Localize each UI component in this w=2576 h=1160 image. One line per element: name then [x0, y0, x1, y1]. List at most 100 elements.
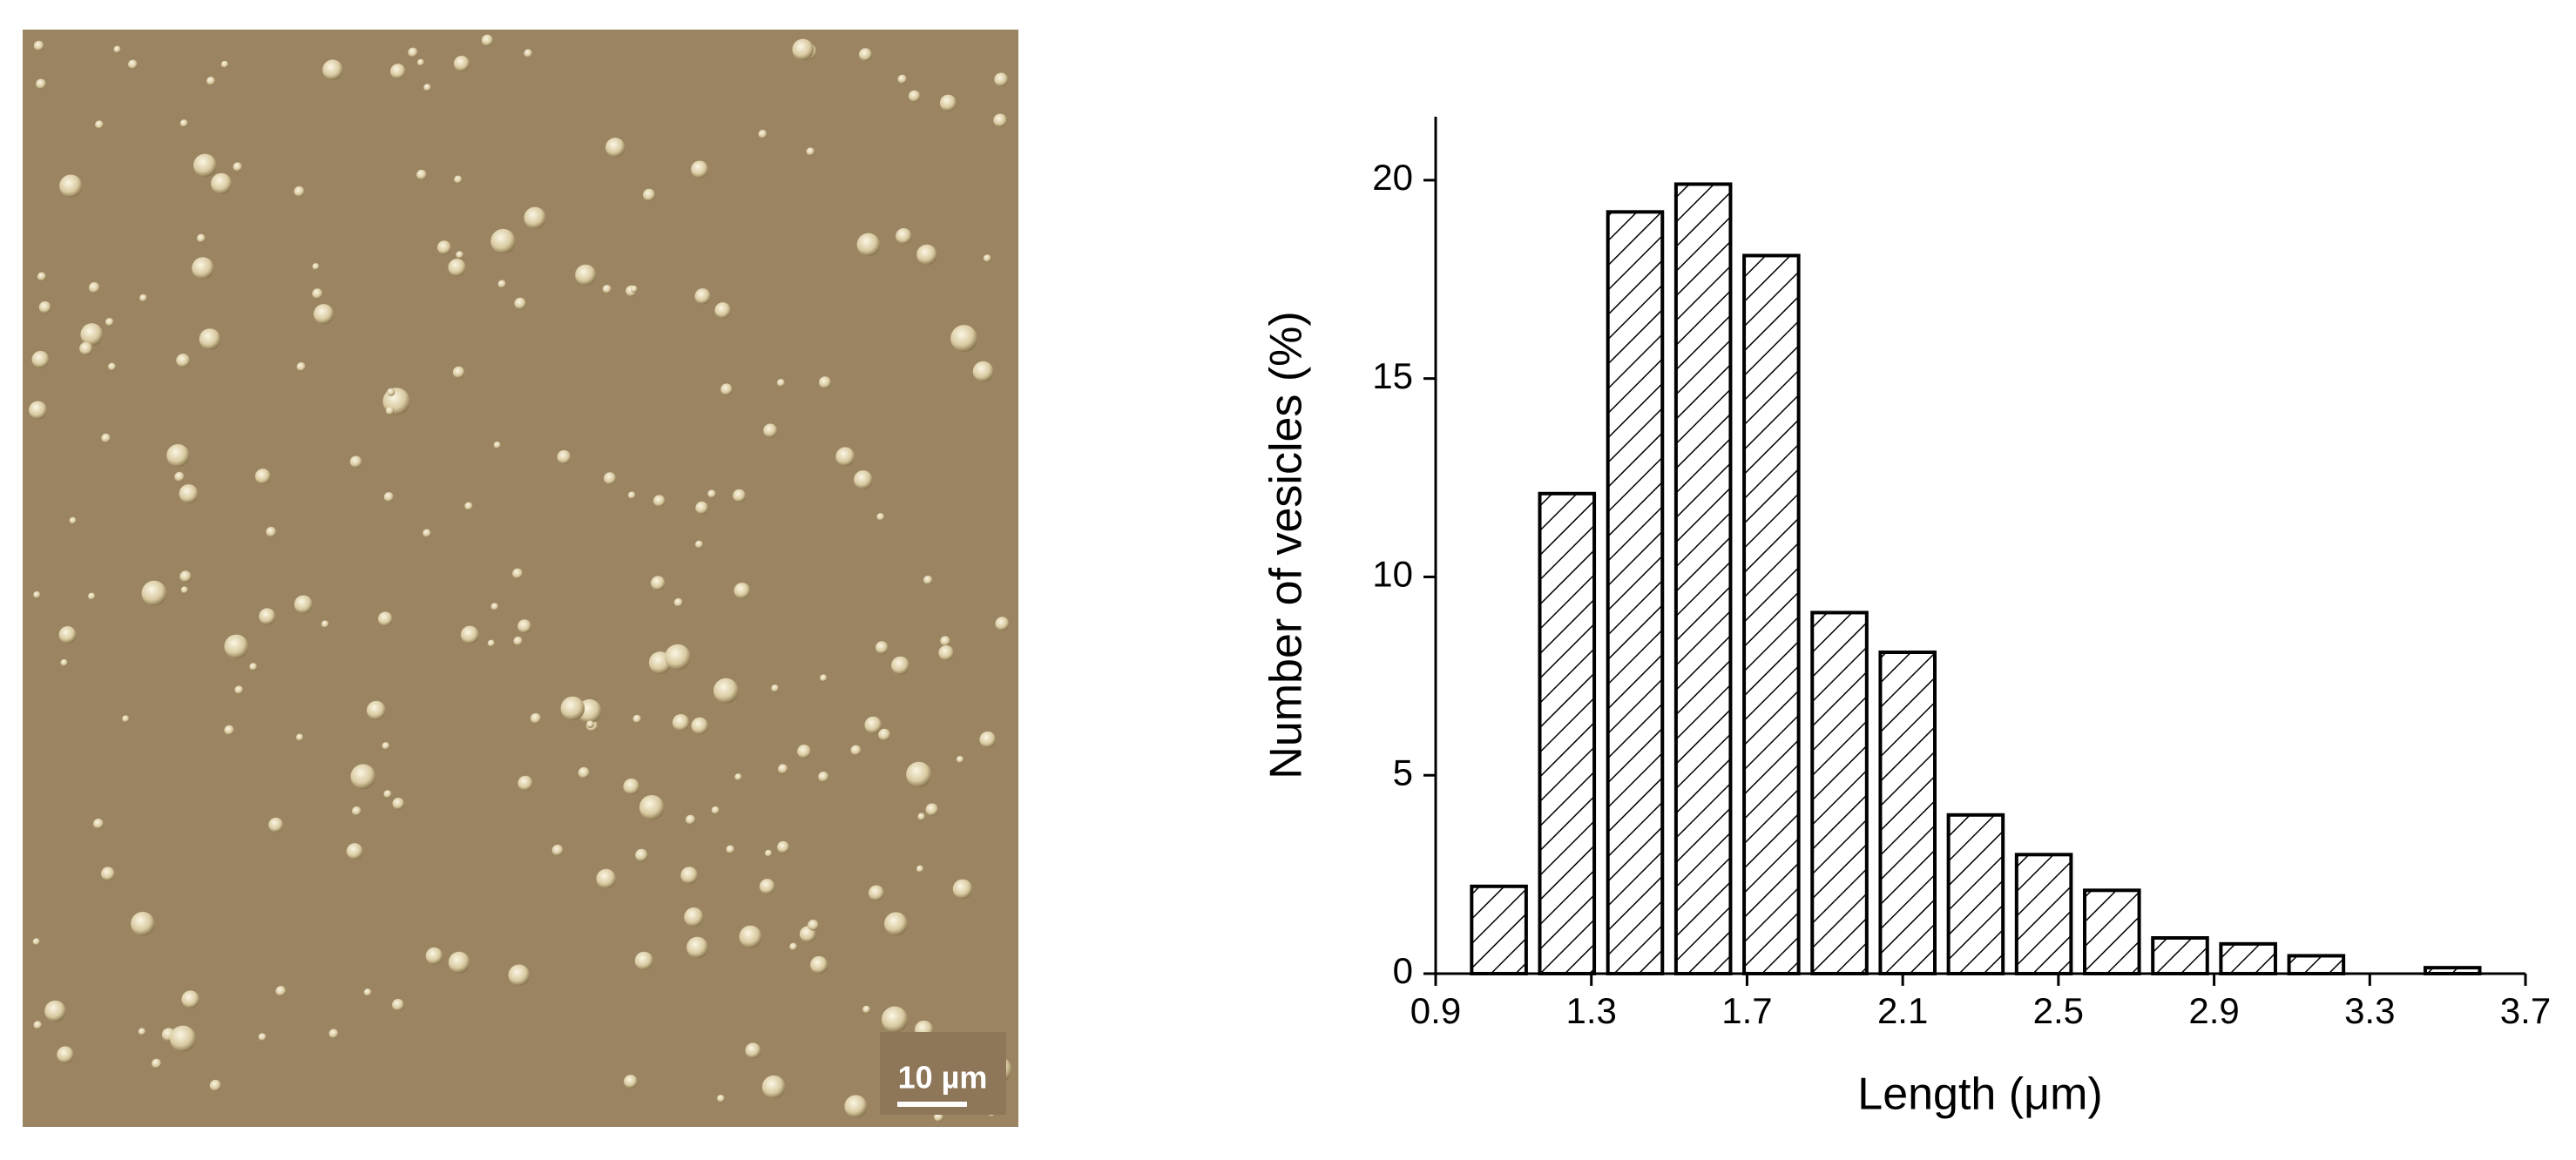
vesicle: [352, 806, 362, 816]
scale-bar-label: 10 µm: [898, 1060, 988, 1096]
vesicle: [139, 293, 147, 302]
vesicle: [808, 920, 819, 931]
vesicle: [575, 264, 597, 286]
vesicle: [93, 819, 104, 829]
vesicle: [58, 625, 77, 644]
vesicle: [88, 592, 96, 600]
vesicle: [436, 240, 451, 255]
vesicle: [734, 773, 742, 781]
micrograph-background: [23, 30, 1018, 1127]
vesicle: [686, 936, 708, 959]
vesicle: [733, 489, 747, 502]
vesicle: [925, 803, 939, 816]
vesicle: [259, 608, 276, 625]
x-tick-label: 2.1: [1877, 990, 1928, 1031]
bar: [2083, 888, 2141, 975]
vesicle: [691, 717, 708, 735]
vesicle: [174, 471, 185, 482]
vesicle: [266, 526, 277, 537]
vesicle: [181, 990, 199, 1008]
vesicle: [820, 674, 828, 682]
x-tick-label: 3.7: [2500, 990, 2551, 1031]
vesicle: [128, 59, 138, 70]
vesicle: [220, 60, 229, 69]
vesicle: [776, 379, 786, 388]
bar: [1470, 884, 1528, 975]
vesicle: [416, 169, 427, 180]
vesicle: [916, 244, 937, 266]
vesicle: [560, 696, 585, 721]
vesicle: [169, 1025, 196, 1052]
vesicle: [312, 288, 323, 300]
vesicle: [312, 263, 320, 271]
vesicle: [979, 731, 997, 748]
vesicle: [490, 603, 499, 610]
vesicle: [234, 685, 244, 695]
vesicle: [778, 764, 788, 774]
vesicle: [193, 153, 217, 178]
vesicle: [57, 1046, 74, 1063]
vesicle: [452, 366, 465, 379]
vesicle: [392, 998, 404, 1011]
y-tick-label: 0: [1393, 950, 1413, 991]
vesicle: [993, 113, 1007, 128]
x-tick-label: 1.7: [1721, 990, 1772, 1031]
vesicle: [952, 879, 973, 900]
vesicle: [876, 641, 889, 654]
vesicle: [530, 712, 542, 725]
vesicle: [36, 78, 46, 90]
vesicle: [602, 284, 612, 294]
vesicle: [196, 233, 206, 243]
vesicle: [695, 501, 708, 515]
vesicle: [818, 772, 829, 783]
vesicle: [29, 401, 47, 420]
y-tick-label: 15: [1372, 355, 1413, 396]
vesicle: [192, 257, 214, 280]
vesicle: [211, 172, 233, 194]
vesicle: [44, 1000, 66, 1022]
bar: [2014, 853, 2073, 975]
vesicle: [385, 407, 395, 415]
vesicle: [268, 817, 284, 833]
vesicle: [366, 700, 386, 720]
vesicle: [695, 540, 704, 549]
vesicle: [939, 94, 957, 111]
vesicle: [88, 282, 100, 293]
vesicle: [152, 1058, 162, 1069]
vesicle: [224, 634, 249, 659]
vesicle: [321, 620, 329, 628]
vesicle: [131, 912, 155, 936]
vesicle: [508, 964, 531, 986]
vesicle: [390, 64, 406, 79]
vesicle: [596, 868, 617, 889]
vesicle: [141, 580, 167, 606]
vesicle: [122, 715, 130, 723]
vesicle: [199, 328, 221, 350]
vesicle: [37, 272, 46, 281]
vesicle: [524, 206, 546, 229]
vesicle: [497, 280, 506, 288]
vesicle: [481, 34, 494, 46]
vesicle: [714, 302, 731, 319]
vesicle: [950, 325, 978, 352]
vesicle: [940, 636, 950, 646]
x-tick-label: 3.3: [2344, 990, 2395, 1031]
vesicle: [382, 742, 390, 750]
vesicle: [856, 233, 881, 257]
vesicle: [864, 716, 882, 734]
bar: [1538, 491, 1597, 975]
vesicle: [423, 84, 431, 91]
vesicle: [605, 138, 625, 158]
vesicle: [254, 469, 271, 484]
bar: [1946, 813, 2005, 975]
vesicle: [896, 227, 912, 245]
vesicle: [346, 843, 363, 860]
bar: [1606, 210, 1665, 976]
y-axis-label: Number of vesicles (%): [1261, 311, 1312, 779]
vesicle: [363, 988, 372, 996]
x-axis-label: Length (μm): [1857, 1069, 2102, 1120]
vesicle: [876, 513, 885, 521]
vesicle: [490, 228, 516, 254]
vesicle: [517, 775, 533, 791]
